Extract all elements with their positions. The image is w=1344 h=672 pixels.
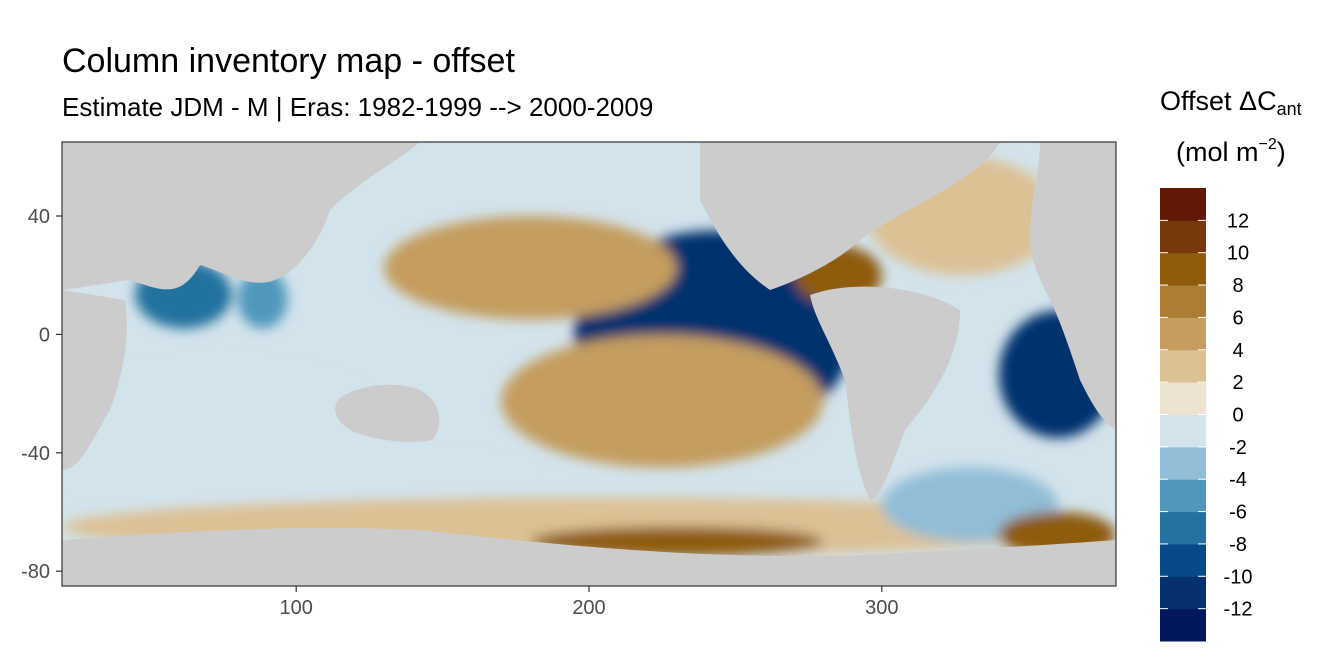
legend-unit-superscript: −2 bbox=[1258, 136, 1277, 153]
land-australia bbox=[335, 384, 440, 442]
y-tick-label: 40 bbox=[28, 206, 50, 228]
legend-label: 12 bbox=[1227, 210, 1249, 232]
heatmap-region-5 bbox=[501, 334, 824, 468]
legend-label: -6 bbox=[1229, 502, 1247, 524]
land-antarctica bbox=[62, 528, 1116, 586]
legend: 12 10 8 6 4 2 0 -2 -4 -6 -8 -10 -12 bbox=[1160, 188, 1252, 642]
legend-color-bin bbox=[1160, 608, 1206, 642]
land-north-america bbox=[700, 142, 1000, 290]
legend-unit: (mol m−2) bbox=[1176, 136, 1286, 168]
chart-title: Column inventory map - offset bbox=[62, 42, 515, 80]
legend-label: 4 bbox=[1232, 340, 1243, 362]
legend-color-bin bbox=[1160, 576, 1206, 610]
legend-label: -2 bbox=[1229, 437, 1247, 459]
x-tick-label: 300 bbox=[865, 597, 898, 619]
y-tick-label: -40 bbox=[21, 443, 50, 465]
heatmap-region-3 bbox=[237, 269, 288, 329]
y-tick-label: -80 bbox=[21, 561, 50, 583]
legend-color-bin bbox=[1160, 479, 1206, 513]
legend-color-bin bbox=[1160, 317, 1206, 351]
legend-unit-close: ) bbox=[1276, 137, 1286, 167]
x-axis: 100 200 300 bbox=[280, 586, 898, 619]
land-asia bbox=[62, 142, 420, 290]
legend-color-bin bbox=[1160, 285, 1206, 318]
legend-title-main: Offset ΔC bbox=[1160, 86, 1277, 116]
legend-color-bin bbox=[1160, 349, 1206, 383]
legend-title-subscript: ant bbox=[1276, 99, 1302, 119]
legend-unit-main: (mol m bbox=[1176, 137, 1259, 167]
x-tick-label: 100 bbox=[280, 597, 313, 619]
legend-color-bin bbox=[1160, 543, 1206, 577]
legend-label: 0 bbox=[1232, 405, 1243, 427]
legend-color-bin bbox=[1160, 220, 1206, 254]
y-axis: 40 0 -40 -80 bbox=[21, 206, 62, 583]
heatmap-region-9 bbox=[62, 364, 385, 483]
legend-label: 8 bbox=[1232, 275, 1243, 297]
legend-label: 2 bbox=[1232, 372, 1243, 394]
legend-color-bin bbox=[1160, 414, 1206, 448]
plot-panel bbox=[62, 142, 1116, 586]
heatmap-regions bbox=[62, 156, 1116, 557]
legend-label: -10 bbox=[1224, 566, 1253, 588]
legend-label: -8 bbox=[1229, 534, 1247, 556]
legend-color-bin bbox=[1160, 252, 1206, 286]
land-south-america bbox=[810, 286, 960, 500]
legend-label: -12 bbox=[1224, 599, 1253, 621]
legend-color-bin bbox=[1160, 188, 1206, 221]
land-africa bbox=[62, 142, 127, 470]
heatmap-region-4 bbox=[384, 215, 677, 320]
chart-subtitle: Estimate JDM - M | Eras: 1982-1999 --> 2… bbox=[62, 92, 654, 122]
legend-label: 10 bbox=[1227, 243, 1249, 265]
legend-label: -4 bbox=[1229, 469, 1247, 491]
land-europe-africa-east bbox=[1030, 142, 1116, 430]
y-tick-label: 0 bbox=[39, 324, 50, 346]
legend-label: 6 bbox=[1232, 307, 1243, 329]
legend-color-bin bbox=[1160, 511, 1206, 545]
legend-color-bin bbox=[1160, 446, 1206, 480]
legend-color-bin bbox=[1160, 382, 1206, 415]
heatmap-region-10 bbox=[62, 452, 531, 498]
x-tick-label: 200 bbox=[572, 597, 605, 619]
legend-title: Offset ΔCant bbox=[1160, 86, 1302, 120]
land-masses bbox=[62, 142, 1116, 586]
